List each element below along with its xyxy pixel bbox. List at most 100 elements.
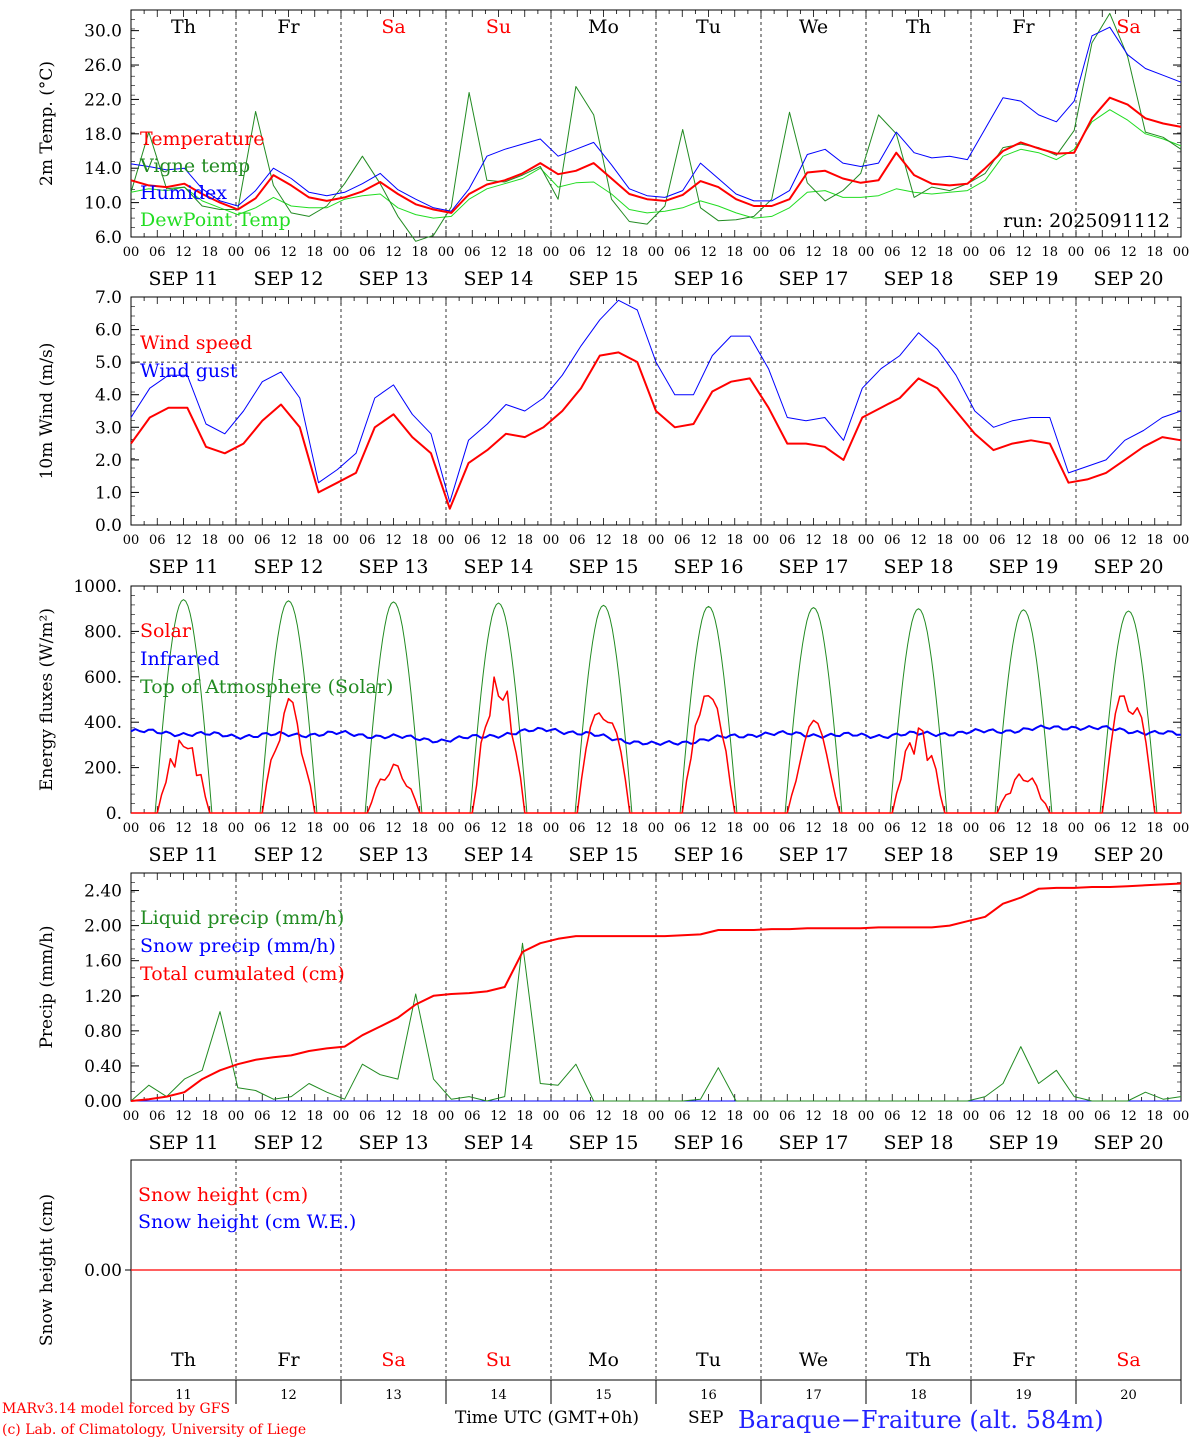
- hour-tick-label: 18: [936, 1109, 953, 1124]
- hour-tick-label: 18: [726, 821, 743, 836]
- hour-tick-label: 12: [805, 245, 822, 260]
- day-number-label: 19: [1015, 1388, 1032, 1403]
- hour-tick-label: 18: [1041, 821, 1058, 836]
- weekday-label: Fr: [277, 16, 300, 38]
- date-label: SEP 18: [884, 1132, 954, 1154]
- legend-snow-precip-mm-h: Snow precip (mm/h): [140, 935, 336, 957]
- weekday-label: We: [799, 1349, 828, 1371]
- y-tick-label: 6.0: [95, 321, 122, 341]
- weekday-label: Tu: [696, 1349, 721, 1371]
- date-label: SEP 11: [149, 556, 219, 578]
- date-label: SEP 17: [779, 1132, 849, 1154]
- hour-tick-label: 06: [989, 533, 1006, 548]
- hour-tick-label: 12: [1015, 821, 1032, 836]
- date-label: SEP 11: [149, 1132, 219, 1154]
- hour-tick-label: 06: [359, 1109, 376, 1124]
- weekday-label: Sa: [1116, 1349, 1140, 1371]
- day-number-label: 17: [805, 1388, 822, 1403]
- hour-tick-label: 18: [201, 533, 218, 548]
- y-axis-label: 10m Wind (m/s): [37, 343, 57, 480]
- date-label: SEP 15: [569, 556, 639, 578]
- y-tick-label: 6.0: [95, 228, 122, 248]
- hour-tick-label: 00: [333, 821, 350, 836]
- series-solar: [131, 676, 1181, 814]
- hour-tick-label: 12: [805, 821, 822, 836]
- series-dewpoint-temp: [130, 109, 1182, 219]
- hour-tick-label: 06: [569, 821, 586, 836]
- legend-dewpoint-temp: DewPoint Temp: [140, 209, 291, 231]
- legend-snow-height-cm-w-e: Snow height (cm W.E.): [138, 1211, 356, 1233]
- date-label: SEP 19: [989, 1132, 1059, 1154]
- day-number-label: 18: [910, 1388, 927, 1403]
- hour-tick-label: 18: [1146, 533, 1163, 548]
- y-tick-label: 30.0: [84, 22, 122, 42]
- hour-tick-label: 18: [1146, 821, 1163, 836]
- hour-tick-label: 12: [490, 245, 507, 260]
- hour-tick-label: 06: [359, 821, 376, 836]
- y-tick-label: 10.0: [84, 194, 122, 214]
- date-label: SEP 11: [149, 844, 219, 866]
- hour-tick-label: 00: [753, 245, 770, 260]
- weekday-label: We: [799, 16, 828, 38]
- hour-tick-label: 00: [963, 533, 980, 548]
- hour-tick-label: 12: [280, 245, 297, 260]
- y-tick-label: 2.0: [95, 451, 122, 471]
- date-label: SEP 11: [149, 268, 219, 290]
- hour-tick-label: 12: [175, 821, 192, 836]
- hour-tick-label: 06: [569, 245, 586, 260]
- series-wind-speed: [130, 351, 1182, 510]
- hour-tick-label: 12: [490, 533, 507, 548]
- month-label: SEP: [688, 1408, 724, 1428]
- panel-energy: 00 06 12 18 00 06 12 18 00 06 12 18 00 06 12 18 00 06 12 18…: [37, 577, 1189, 866]
- date-label: SEP 16: [674, 844, 744, 866]
- legend-vigne-temp: Vigne temp: [139, 155, 250, 177]
- hour-tick-label: 00: [123, 245, 140, 260]
- date-label: SEP 13: [359, 844, 429, 866]
- hour-tick-label: 18: [936, 245, 953, 260]
- date-label: SEP 14: [464, 268, 534, 290]
- y-axis-label: Snow height (cm): [37, 1194, 57, 1346]
- hour-tick-label: 18: [726, 245, 743, 260]
- legend-infrared: Infrared: [140, 648, 220, 670]
- hour-tick-label: 06: [989, 245, 1006, 260]
- panel-precip: 00 06 12 18 00 06 12 18 00 06 12 18 00 06 12 18 00 06 12 18…: [37, 872, 1189, 1154]
- date-label: SEP 13: [359, 268, 429, 290]
- hour-tick-label: 12: [385, 245, 402, 260]
- hour-tick-label: 12: [700, 1109, 717, 1124]
- date-label: SEP 20: [1094, 268, 1164, 290]
- hour-tick-label: 00: [648, 533, 665, 548]
- hour-tick-label: 12: [175, 1109, 192, 1124]
- hour-tick-label: 06: [569, 1109, 586, 1124]
- hour-tick-label: 06: [254, 533, 271, 548]
- weekday-label: Sa: [381, 1349, 405, 1371]
- hour-tick-label: 06: [779, 821, 796, 836]
- hour-tick-label: 06: [149, 533, 166, 548]
- hour-tick-label: 12: [280, 821, 297, 836]
- day-number-label: 20: [1120, 1388, 1137, 1403]
- hour-tick-label: 06: [779, 1109, 796, 1124]
- weekday-label: Th: [171, 16, 196, 38]
- date-label: SEP 15: [569, 268, 639, 290]
- hour-tick-label: 12: [1120, 533, 1137, 548]
- y-tick-label: 4.0: [95, 386, 122, 406]
- footer-credit: (c) Lab. of Climatology, University of L…: [2, 1422, 306, 1438]
- y-tick-label: 1.60: [84, 952, 122, 972]
- hour-tick-label: 00: [228, 533, 245, 548]
- hour-tick-label: 00: [648, 245, 665, 260]
- hour-tick-label: 12: [175, 533, 192, 548]
- y-axis-label: Precip (mm/h): [37, 925, 57, 1048]
- y-axis-label: Energy fluxes (W/m²): [37, 608, 57, 791]
- hour-tick-label: 18: [306, 1109, 323, 1124]
- date-label: SEP 14: [464, 844, 534, 866]
- hour-tick-label: 06: [149, 821, 166, 836]
- hour-tick-label: 06: [884, 245, 901, 260]
- weekday-label: Su: [486, 16, 511, 38]
- date-label: SEP 14: [464, 556, 534, 578]
- hour-tick-label: 12: [1120, 821, 1137, 836]
- y-tick-label: 0.80: [84, 1022, 122, 1042]
- legend-snow-height-cm: Snow height (cm): [138, 1184, 308, 1206]
- date-label: SEP 18: [884, 556, 954, 578]
- weekday-label: Th: [906, 16, 931, 38]
- hour-tick-label: 06: [884, 1109, 901, 1124]
